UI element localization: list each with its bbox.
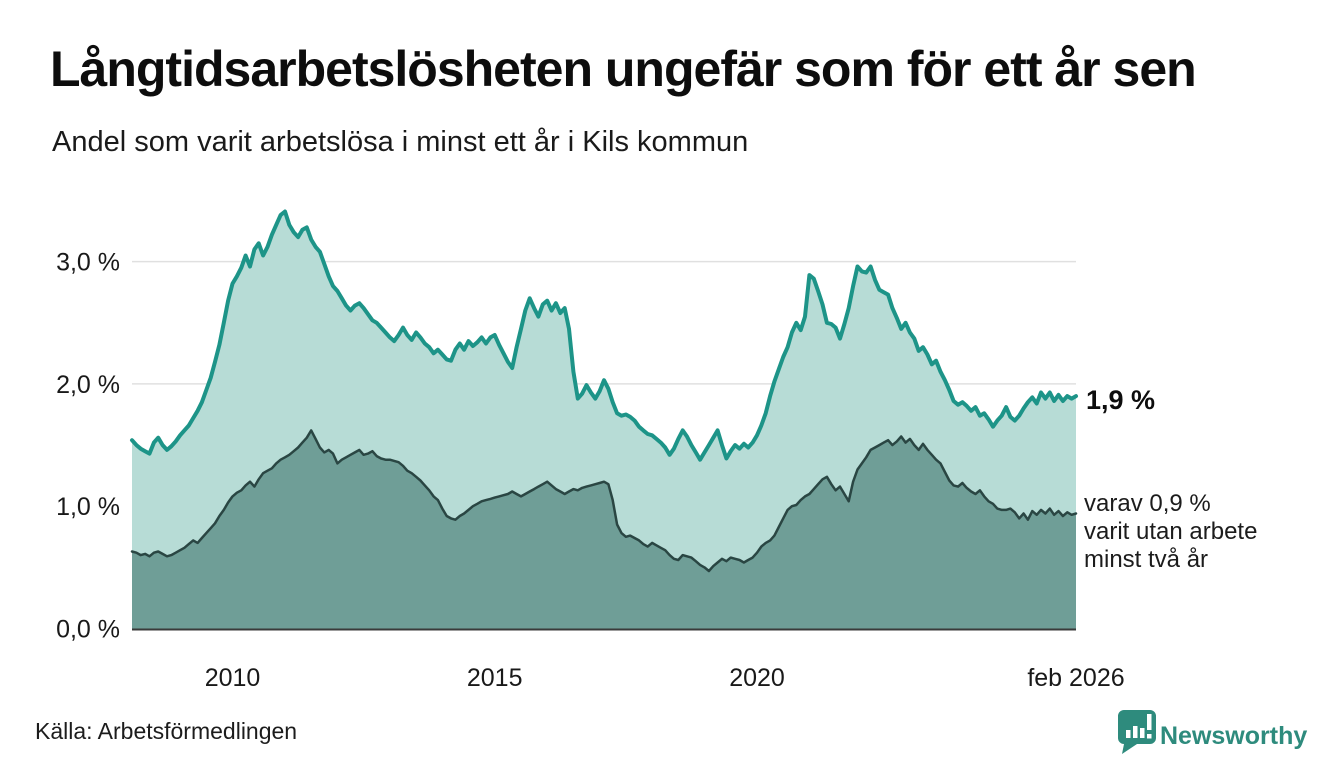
total-end-value-label: 1,9 %: [1086, 385, 1155, 415]
logo-bar-2: [1133, 726, 1138, 738]
subset-annotation-line-1: varav 0,9 %: [1084, 490, 1211, 517]
page-subtitle: Andel som varit arbetslösa i minst ett å…: [52, 126, 749, 158]
page-title: Långtidsarbetslösheten ungefär som för e…: [50, 41, 1197, 97]
subset-annotation-line-3: minst två år: [1084, 546, 1208, 573]
x-tick-label-3: feb 2026: [1027, 664, 1124, 692]
subset-area-fill: [132, 430, 1076, 629]
y-tick-label-1: 2,0 %: [56, 371, 120, 399]
x-tick-label-2: 2020: [729, 664, 785, 692]
logo-exclamation-dot: [1147, 734, 1152, 739]
newsworthy-logo: Newsworthy: [1118, 710, 1307, 754]
logo-bar-1: [1126, 730, 1131, 738]
logo-exclamation-bar: [1147, 714, 1152, 730]
y-tick-label-0: 3,0 %: [56, 249, 120, 277]
x-tick-label-1: 2015: [467, 664, 523, 692]
total-line: [130, 209, 1078, 462]
plot-areas: [130, 209, 1078, 631]
y-tick-label-3: 0,0 %: [56, 616, 120, 644]
logo-bar-3: [1140, 728, 1145, 738]
axis-labels: 3,0 % 2,0 % 1,0 % 0,0 % 2010 2015 2020 feb 2026: [56, 249, 1125, 692]
subset-line: [130, 429, 1078, 573]
y-tick-label-2: 1,0 %: [56, 493, 120, 521]
x-tick-label-0: 2010: [205, 664, 261, 692]
source-note: Källa: Arbetsförmedlingen: [35, 718, 298, 744]
subset-annotation-line-2: varit utan arbete: [1084, 518, 1257, 545]
brand-name: Newsworthy: [1160, 722, 1307, 750]
